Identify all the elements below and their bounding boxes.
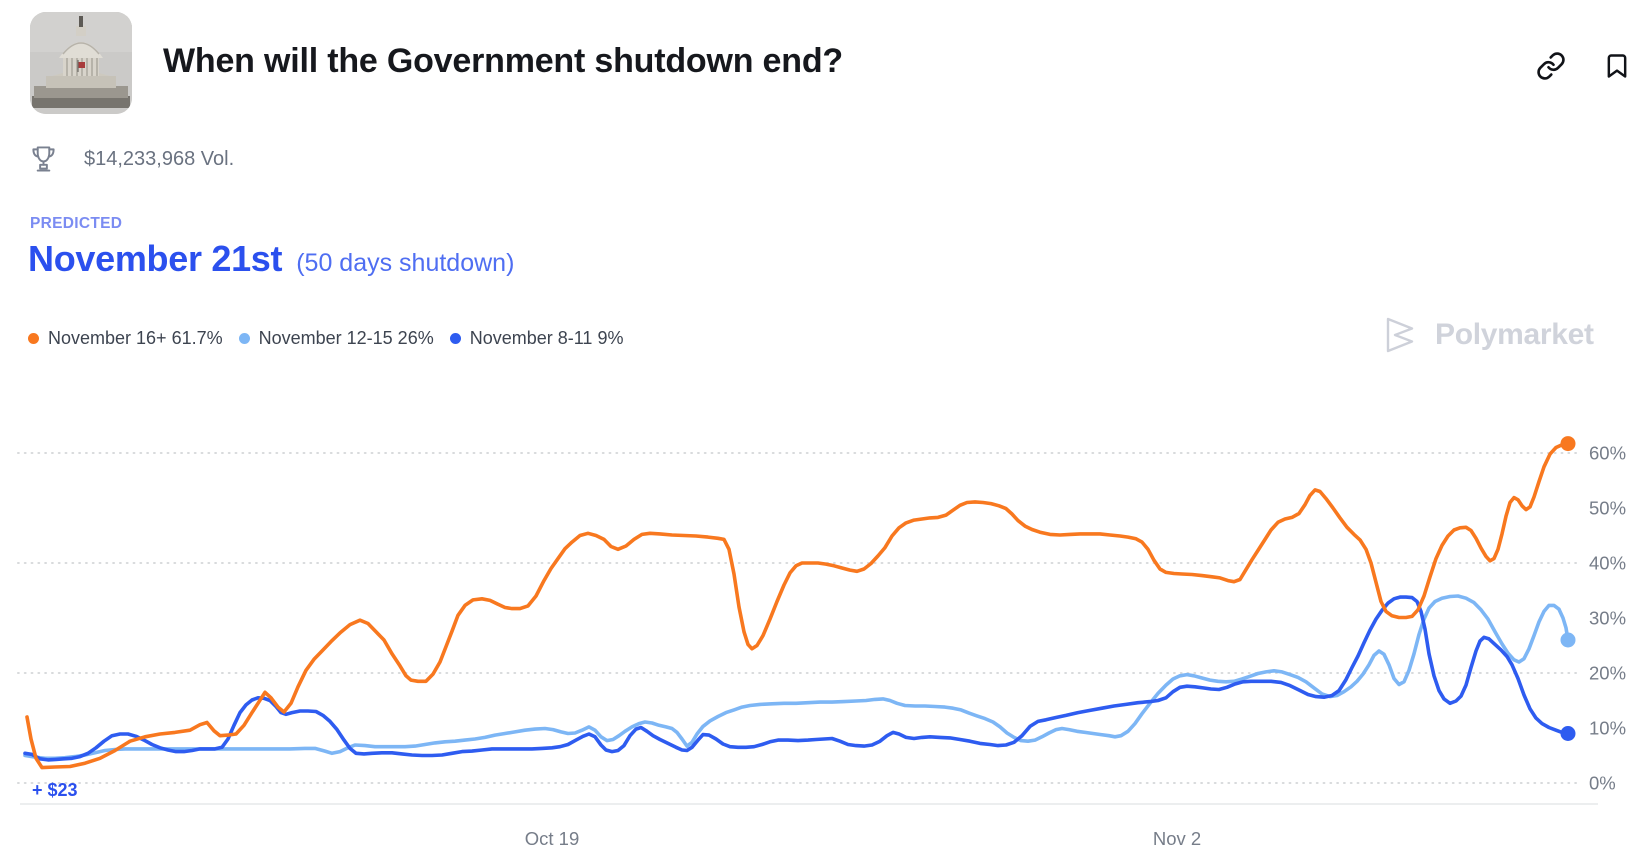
legend-item-november-8-11[interactable]: November 8-11 9% [449, 328, 624, 349]
page-title: When will the Government shutdown end? [163, 42, 843, 80]
predicted-row: November 21st (50 days shutdown) [28, 238, 514, 280]
trophy-icon [32, 146, 55, 172]
volume-text: $14,233,968 Vol. [84, 147, 235, 170]
watermark-text: Polymarket [1435, 318, 1594, 351]
market-avatar [30, 12, 132, 114]
bookmark-button[interactable] [1602, 51, 1632, 81]
predicted-value: November 21st [28, 238, 283, 279]
svg-text:40%: 40% [1589, 553, 1626, 574]
svg-text:10%: 10% [1589, 718, 1626, 739]
svg-text:0%: 0% [1589, 773, 1616, 794]
polymarket-watermark[interactable]: Polymarket [1381, 315, 1594, 355]
legend-item-label: November 12-15 26% [258, 328, 434, 348]
polymarket-logo-icon [1386, 317, 1414, 353]
position-change-label: + $23 [32, 780, 78, 800]
svg-text:20%: 20% [1589, 663, 1626, 684]
predicted-label: PREDICTED [30, 215, 123, 232]
predicted-note: (50 days shutdown) [296, 249, 515, 277]
legend-dot-icon [28, 333, 39, 344]
volume-row: $14,233,968 Vol. [30, 144, 234, 174]
legend-item-november-12-15[interactable]: November 12-15 26% [238, 328, 434, 349]
chart-legend: November 16+ 61.7% November 12-15 26% No… [28, 328, 623, 349]
svg-text:Oct 19: Oct 19 [525, 828, 580, 849]
legend-item-november-16plus[interactable]: November 16+ 61.7% [28, 328, 223, 349]
bookmark-icon [1607, 54, 1627, 78]
svg-text:30%: 30% [1589, 608, 1626, 629]
copy-link-button[interactable] [1536, 51, 1566, 81]
svg-text:Nov 2: Nov 2 [1153, 828, 1201, 849]
capitol-photo-icon [30, 12, 132, 114]
legend-dot-icon [238, 333, 250, 344]
link-icon [1537, 52, 1565, 80]
legend-item-label: November 16+ 61.7% [48, 328, 223, 348]
svg-text:50%: 50% [1589, 498, 1626, 519]
legend-item-label: November 8-11 9% [469, 328, 624, 348]
legend-dot-icon [449, 333, 461, 344]
svg-text:60%: 60% [1589, 443, 1626, 464]
